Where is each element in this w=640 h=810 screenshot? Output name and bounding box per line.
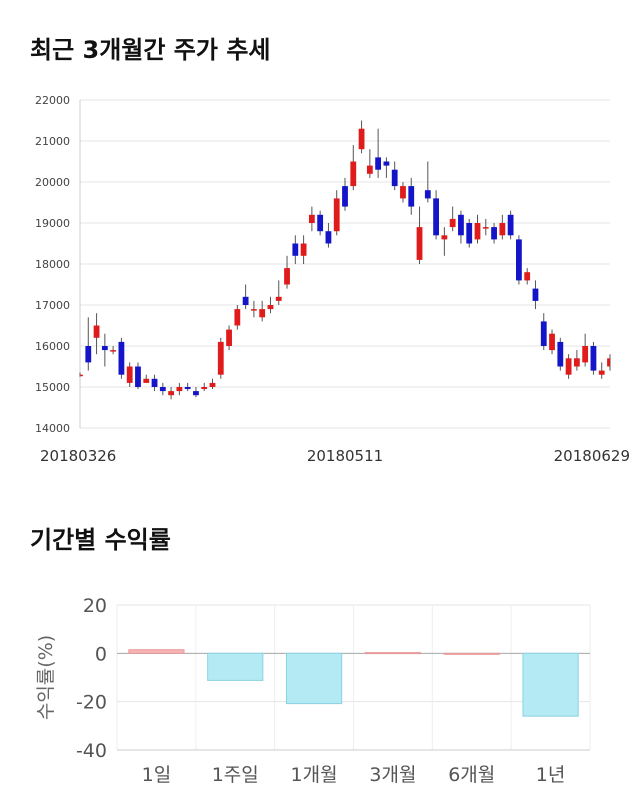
candle-body	[292, 243, 299, 256]
candle-body	[242, 296, 249, 305]
y-tick-label: 18000	[35, 258, 70, 271]
candle-body	[383, 161, 390, 166]
candle-body	[159, 387, 166, 392]
candle-body	[507, 214, 514, 236]
candle-body	[607, 358, 610, 367]
candle-body	[540, 321, 547, 346]
y-tick-label: 22000	[35, 94, 70, 107]
candle-body	[499, 223, 506, 236]
y-tick-label: 21000	[35, 135, 70, 148]
candle-body	[458, 214, 464, 236]
y-tick-label: -40	[76, 740, 107, 762]
candle-body	[598, 370, 605, 375]
candle-body	[110, 350, 117, 352]
candle-body	[449, 218, 456, 228]
candle-body	[590, 346, 597, 371]
candle-body	[524, 272, 531, 281]
candle-body	[532, 288, 539, 301]
return-bar	[207, 652, 264, 681]
candle-body	[516, 239, 522, 281]
x-category-label: 3개월	[369, 764, 416, 786]
y-tick-label: 15000	[35, 381, 70, 394]
candle-body	[101, 346, 108, 351]
candle-body	[557, 341, 564, 367]
y-tick-label: 20000	[35, 176, 70, 189]
candle-body	[391, 169, 398, 187]
candle-body	[184, 387, 191, 390]
candle-body	[474, 223, 481, 240]
candle-body	[441, 235, 448, 240]
candle-body	[168, 391, 174, 396]
return-bar	[522, 652, 579, 717]
candle-body	[251, 309, 257, 311]
return-bar	[285, 652, 343, 705]
y-tick-label: 19000	[35, 217, 70, 230]
candle-body	[358, 128, 365, 150]
candle-body	[573, 358, 580, 367]
candle-body	[565, 358, 572, 375]
candle-body	[325, 231, 332, 244]
candle-body	[234, 309, 241, 326]
candle-body	[375, 157, 382, 170]
candle-body	[416, 227, 423, 260]
candle-body	[400, 186, 406, 199]
return-bar	[443, 652, 500, 655]
candle-body	[80, 374, 83, 377]
candle-body	[226, 329, 232, 346]
candlestick-chart: 14000 15000 16000 17000 18000 19000 20000 21000…	[35, 94, 630, 465]
candle-body	[118, 341, 125, 375]
candle-body	[308, 214, 315, 223]
y-tick-label: 20	[83, 595, 107, 617]
candle-body	[466, 223, 473, 244]
candle-body	[151, 378, 158, 387]
candle-body	[424, 190, 431, 199]
candle-body	[267, 305, 274, 310]
x-category-label: 6개월	[448, 764, 495, 786]
candle-body	[135, 366, 141, 387]
x-category-label: 1주일	[212, 764, 259, 786]
x-category-label: 1년	[536, 764, 566, 786]
candle-body	[300, 243, 307, 256]
return-bar	[364, 652, 422, 655]
candle-body	[126, 366, 133, 383]
candle-body	[582, 346, 589, 363]
y-tick-label: 16000	[35, 340, 70, 353]
y-tick-label: 0	[95, 643, 107, 665]
candle-body	[209, 382, 216, 387]
price-trend-title: 최근 3개월간 주가 추세	[30, 36, 271, 64]
x-tick-label: 20180511	[307, 447, 383, 465]
candle-body	[408, 186, 415, 207]
candle-body	[433, 198, 439, 236]
return-bar	[128, 649, 185, 654]
candle-body	[201, 387, 208, 390]
candle-body	[317, 214, 324, 232]
candle-body	[193, 391, 199, 396]
candle-body	[217, 341, 224, 375]
candle-body	[366, 165, 373, 174]
x-category-label: 1일	[142, 764, 172, 786]
y-tick-label: 14000	[35, 422, 70, 435]
candle-body	[93, 325, 100, 338]
candle-body	[259, 309, 266, 318]
x-tick-label: 20180629	[554, 447, 630, 465]
period-return-title: 기간별 수익률	[30, 526, 171, 554]
candle-body	[482, 227, 489, 229]
candle-body	[342, 186, 348, 207]
candle-body	[85, 346, 92, 363]
candle-body	[549, 333, 555, 351]
candle-body	[143, 378, 150, 383]
candle-body	[284, 268, 290, 285]
y-tick-label: -20	[76, 692, 107, 714]
y-tick-label: 17000	[35, 299, 70, 312]
candle-body	[176, 387, 183, 392]
candle-body	[333, 198, 340, 232]
candle-body	[275, 296, 282, 301]
x-tick-label: 20180326	[40, 447, 116, 465]
x-category-label: 1개월	[291, 764, 338, 786]
candle-body	[491, 227, 497, 240]
y-axis-label: 수익률(%)	[35, 635, 57, 720]
candle-body	[350, 161, 357, 187]
